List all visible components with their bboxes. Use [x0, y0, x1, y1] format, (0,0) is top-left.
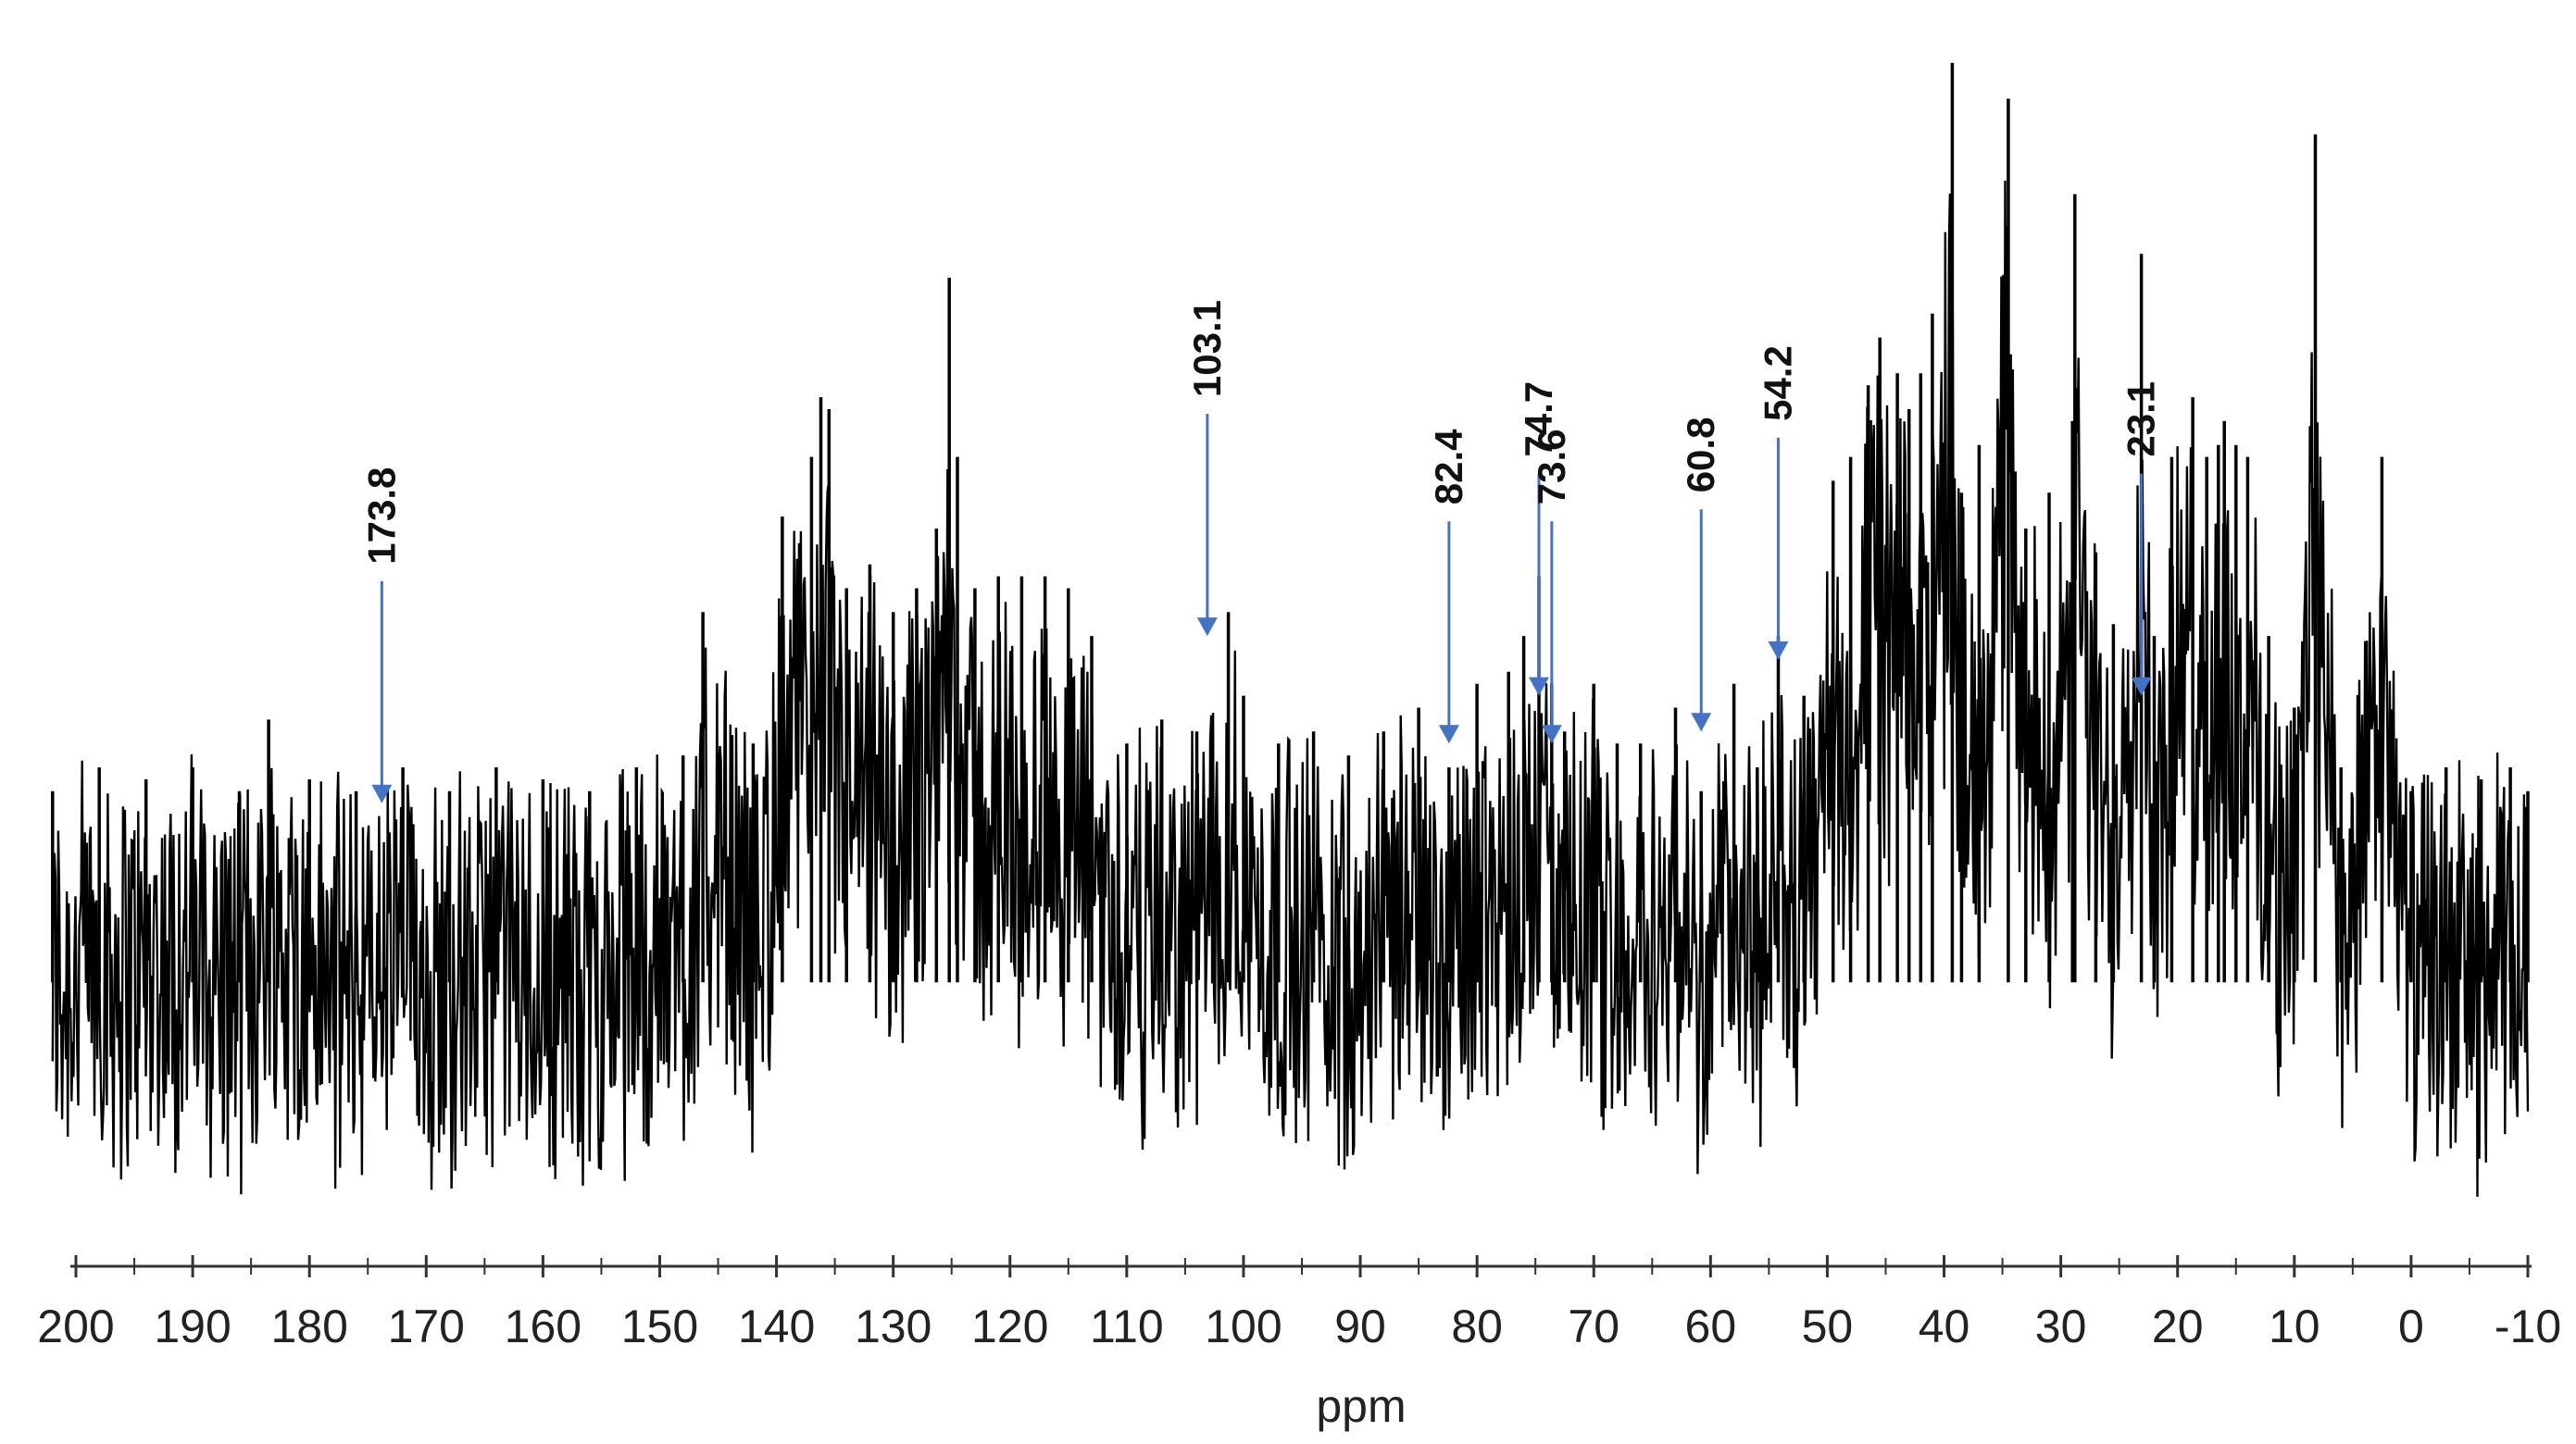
x-axis-tick-label: 20 — [2152, 1301, 2204, 1352]
x-axis-tick-label: 90 — [1334, 1301, 1386, 1352]
x-axis-tick-label: 150 — [621, 1301, 698, 1352]
peak-label: 74.7 — [1517, 381, 1560, 457]
x-axis-tick-label: 160 — [505, 1301, 581, 1352]
x-axis-tick-label: 70 — [1568, 1301, 1619, 1352]
x-axis: 200 190 180 170 160 150 140 130 120 110 100 90 80 70 6… — [37, 1255, 2561, 1352]
peak-label: 82.4 — [1427, 429, 1470, 504]
peak-annotation: 103.1 — [1185, 300, 1229, 637]
annotation-arrowhead — [371, 784, 393, 803]
peak-label: 60.8 — [1679, 417, 1722, 493]
peak-annotations: 173.8 103.1 82.4 74.773.6 60.8 54.2 23.1 — [359, 300, 2163, 803]
x-axis-tick-label: 40 — [1919, 1301, 1970, 1352]
x-axis-tick-label: 60 — [1685, 1301, 1737, 1352]
x-axis-tick-label: 50 — [1802, 1301, 1854, 1352]
peak-annotation: 23.1 — [2120, 381, 2163, 696]
peak-label: 73.6 — [1530, 429, 1573, 504]
peak-annotation: 82.4 — [1427, 429, 1470, 744]
x-axis-tick-label: 110 — [1090, 1301, 1164, 1352]
x-axis-tick-label: 190 — [154, 1301, 231, 1352]
x-axis-title: ppm — [1316, 1380, 1406, 1432]
x-axis-tick-label: 10 — [2269, 1301, 2320, 1352]
annotation-arrowhead — [1768, 641, 1789, 660]
annotation-arrowhead — [1691, 713, 1712, 732]
peak-label: 103.1 — [1185, 300, 1229, 397]
x-axis-tick-label: 180 — [270, 1301, 347, 1352]
spectrum-layer — [51, 62, 2530, 1197]
x-axis-tick-label: -10 — [2495, 1301, 2561, 1352]
annotation-arrowhead — [1438, 725, 1459, 744]
x-axis-tick-label: 80 — [1451, 1301, 1503, 1352]
annotation-arrowhead — [1196, 617, 1218, 637]
peak-label: 173.8 — [359, 467, 403, 565]
annotation-arrowhead — [1541, 725, 1562, 744]
annotation-arrowhead — [1528, 677, 1549, 696]
peak-annotation: 173.8 — [359, 467, 403, 803]
peak-label: 54.2 — [1756, 345, 1799, 421]
peak-annotation: 54.2 — [1756, 345, 1799, 660]
x-axis-tick-label: 120 — [971, 1301, 1048, 1352]
annotation-arrowhead — [2131, 677, 2152, 696]
x-axis-tick-label: 170 — [388, 1301, 465, 1352]
peak-annotation: 73.6 — [1530, 429, 1573, 744]
x-axis-tick-label: 30 — [2035, 1301, 2087, 1352]
x-axis-tick-label: 130 — [855, 1301, 932, 1352]
peak-label: 23.1 — [2120, 381, 2163, 457]
peak-annotation: 74.7 — [1517, 381, 1560, 696]
x-axis-tick-label: 100 — [1205, 1301, 1282, 1352]
x-axis-tick-label: 200 — [37, 1301, 114, 1352]
x-axis-tick-label: 0 — [2398, 1301, 2424, 1352]
spectrum-noise-trace — [51, 180, 2530, 1197]
peak-annotation: 60.8 — [1679, 417, 1722, 732]
x-axis-tick-label: 140 — [738, 1301, 815, 1352]
